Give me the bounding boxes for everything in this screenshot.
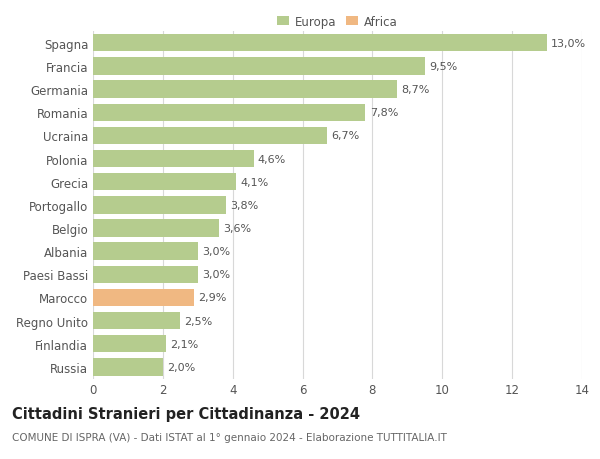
Legend: Europa, Africa: Europa, Africa xyxy=(277,16,398,28)
Bar xyxy=(93,336,166,353)
Text: 3,6%: 3,6% xyxy=(223,224,251,234)
Text: Cittadini Stranieri per Cittadinanza - 2024: Cittadini Stranieri per Cittadinanza - 2… xyxy=(12,406,360,421)
Text: 7,8%: 7,8% xyxy=(370,108,398,118)
Text: 3,0%: 3,0% xyxy=(202,270,230,280)
Text: 2,0%: 2,0% xyxy=(167,362,195,372)
Text: 4,1%: 4,1% xyxy=(241,177,269,187)
Text: 9,5%: 9,5% xyxy=(429,62,457,72)
Text: 13,0%: 13,0% xyxy=(551,39,586,49)
Text: 6,7%: 6,7% xyxy=(331,131,359,141)
Bar xyxy=(93,151,254,168)
Bar xyxy=(93,81,397,99)
Bar xyxy=(93,197,226,214)
Bar xyxy=(93,58,425,75)
Text: COMUNE DI ISPRA (VA) - Dati ISTAT al 1° gennaio 2024 - Elaborazione TUTTITALIA.I: COMUNE DI ISPRA (VA) - Dati ISTAT al 1° … xyxy=(12,432,447,442)
Text: 2,5%: 2,5% xyxy=(185,316,213,326)
Bar xyxy=(93,358,163,376)
Text: 3,8%: 3,8% xyxy=(230,201,258,210)
Bar xyxy=(93,104,365,122)
Bar xyxy=(93,128,327,145)
Text: 8,7%: 8,7% xyxy=(401,85,430,95)
Bar xyxy=(93,174,236,191)
Bar xyxy=(93,35,547,52)
Bar xyxy=(93,220,219,237)
Bar xyxy=(93,243,198,260)
Bar xyxy=(93,312,181,330)
Bar xyxy=(93,266,198,283)
Bar xyxy=(93,289,194,307)
Text: 4,6%: 4,6% xyxy=(258,154,286,164)
Text: 2,1%: 2,1% xyxy=(170,339,199,349)
Text: 3,0%: 3,0% xyxy=(202,246,230,257)
Text: 2,9%: 2,9% xyxy=(199,293,227,303)
